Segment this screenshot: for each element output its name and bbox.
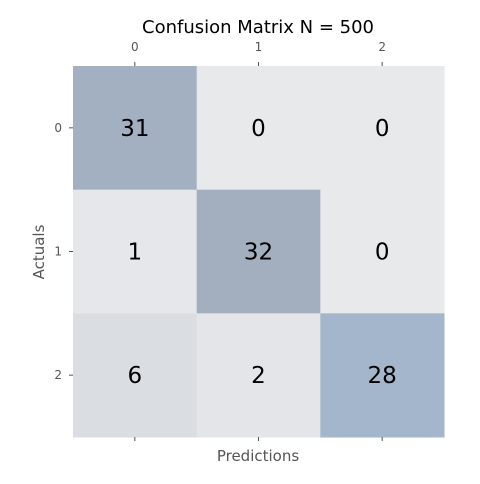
x-tick-label-0: 0 <box>131 40 139 54</box>
matrix-cell-r2-c1 <box>196 313 321 438</box>
matrix-value-r1-c0: 1 <box>128 240 143 266</box>
y-axis-label: Actuals <box>30 224 48 279</box>
matrix-cell-r2-c0 <box>73 313 198 438</box>
cells-layer: 31 0 0 1 32 0 6 2 28 <box>73 66 445 438</box>
matrix-value-r1-c2: 0 <box>375 240 390 266</box>
matrix-value-r0-c1: 0 <box>251 116 266 142</box>
matrix-value-r2-c2: 28 <box>368 363 397 389</box>
matrix-value-r0-c0: 31 <box>120 116 149 142</box>
y-tick-label-2: 2 <box>54 368 62 382</box>
x-tick-label-1: 1 <box>255 40 263 54</box>
y-tick-label-1: 1 <box>54 245 62 259</box>
matrix-value-r0-c2: 0 <box>375 116 390 142</box>
matrix-cell-r2-c2 <box>320 313 445 438</box>
x-tick-label-2: 2 <box>378 40 386 54</box>
chart-title: Confusion Matrix N = 500 <box>142 17 374 38</box>
matrix-cell-r0-c1 <box>196 66 321 191</box>
matrix-value-r1-c1: 32 <box>244 240 273 266</box>
matrix-cell-r1-c1 <box>196 189 321 314</box>
matrix-cell-r0-c0 <box>73 66 198 191</box>
ticks-layer: 0 1 2 0 1 2 <box>54 40 386 442</box>
x-axis-label: Predictions <box>217 447 300 465</box>
matrix-value-r2-c0: 6 <box>128 363 143 389</box>
y-tick-label-0: 0 <box>54 121 62 135</box>
matrix-cell-r1-c2 <box>320 189 445 314</box>
matrix-value-r2-c1: 2 <box>251 363 266 389</box>
matrix-cell-r0-c2 <box>320 66 445 191</box>
matrix-cell-r1-c0 <box>73 189 198 314</box>
